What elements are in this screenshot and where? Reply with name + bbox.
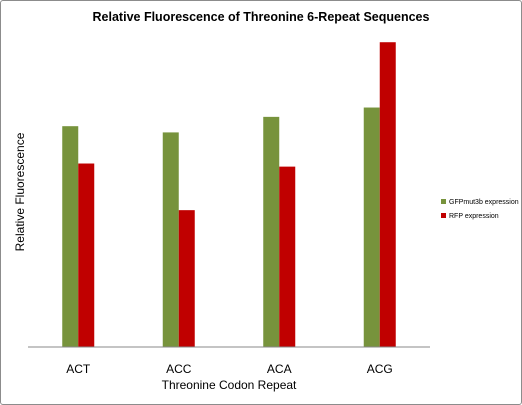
bar-acg-series-2 — [379, 42, 396, 347]
legend-swatch — [441, 213, 446, 218]
x-tick-label: ACC — [166, 362, 192, 376]
legend-label: RFP expression — [449, 213, 499, 220]
x-tick-label: ACT — [66, 362, 91, 376]
x-tick-label: ACA — [267, 362, 292, 376]
x-axis-title: Threonine Codon Repeat — [162, 378, 297, 392]
bar-aca-series-1 — [263, 116, 280, 347]
bar-acc-series-1 — [162, 132, 179, 347]
bars-group — [62, 42, 396, 347]
bar-acc-series-2 — [178, 210, 195, 347]
legend: GFPmut3b expression RFP expression — [441, 199, 519, 220]
bar-aca-series-2 — [279, 166, 296, 347]
x-tick-label: ACG — [367, 362, 393, 376]
bar-act-series-1 — [62, 126, 79, 347]
x-tick-labels: ACT ACC ACA ACG — [66, 362, 393, 376]
bar-acg-series-1 — [363, 107, 380, 347]
bar-act-series-2 — [78, 163, 95, 347]
legend-swatch — [441, 199, 446, 204]
legend-label: GFPmut3b expression — [449, 199, 519, 206]
chart-title: Relative Fluorescence of Threonine 6-Rep… — [93, 10, 430, 24]
y-axis-title: Relative Fluorescence — [13, 132, 27, 251]
